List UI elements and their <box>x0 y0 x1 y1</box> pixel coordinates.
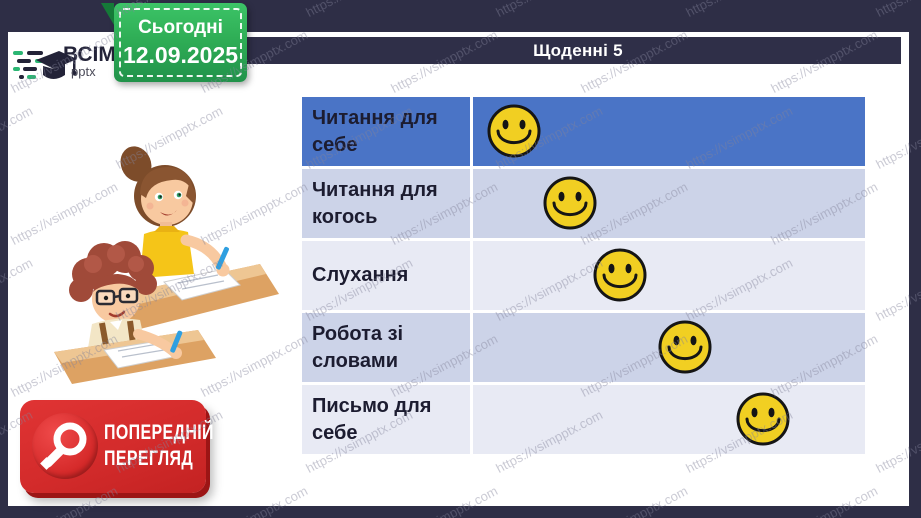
preview-badge-label: ПОПЕРЕДНІЙ ПЕРЕГЛЯД <box>104 420 214 471</box>
watermark-text: https://vsimpptx.com <box>873 0 921 20</box>
ribbon-fold <box>101 3 114 25</box>
magnifier-circle <box>32 413 98 479</box>
table-row-smiley-cell <box>473 385 865 454</box>
smiley-icon <box>487 104 541 158</box>
logo: ВСІМ pptx <box>13 43 131 93</box>
row-label-text: Письмо для себе <box>312 395 432 444</box>
smiley-icon <box>543 176 597 230</box>
watermark-text: https://vsimpptx.com <box>0 0 35 20</box>
date-badge: Сьогодні 12.09.2025 <box>101 3 247 82</box>
logo-subtext: pptx <box>71 64 96 79</box>
page-title: Щоденні 5 <box>533 40 623 60</box>
table-row-smiley-cell <box>473 313 865 382</box>
smiley-icon <box>593 248 647 302</box>
magnifier-icon <box>40 422 87 470</box>
table-row-label: Робота зі словами <box>302 313 470 382</box>
row-label-text: Читання для когось <box>312 179 438 228</box>
smiley-icon <box>736 392 790 446</box>
row-label-text: Слухання <box>312 264 409 287</box>
table-row-smiley-cell <box>473 241 865 310</box>
table-row-label: Слухання <box>302 241 470 310</box>
preview-line2: ПЕРЕГЛЯД <box>104 446 194 470</box>
smiley-icon <box>658 320 712 374</box>
title-band: Щоденні 5 <box>225 37 901 64</box>
logo-wordmark: ВСІМ <box>63 43 116 66</box>
preview-line1: ПОПЕРЕДНІЙ <box>104 421 214 444</box>
graduation-cap-icon <box>13 51 77 79</box>
daily5-table: Читання для себе Читання для когось Слух… <box>302 97 865 454</box>
table-row-smiley-cell <box>473 97 865 166</box>
watermark-text: https://vsimpptx.com <box>683 0 795 20</box>
children-illustration <box>54 146 279 384</box>
row-label-text: Робота зі словами <box>312 323 404 372</box>
table-row-label: Читання для когось <box>302 169 470 238</box>
row-label-text: Читання для себе <box>312 107 438 156</box>
table-row-label: Читання для себе <box>302 97 470 166</box>
watermark-text: https://vsimpptx.com <box>303 0 415 20</box>
preview-badge[interactable]: ПОПЕРЕДНІЙ ПЕРЕГЛЯД <box>20 400 214 493</box>
watermark-text: https://vsimpptx.com <box>493 0 605 20</box>
table-row-smiley-cell <box>473 169 865 238</box>
date-badge-label: Сьогодні <box>138 17 223 38</box>
table-row-label: Письмо для себе <box>302 385 470 454</box>
date-badge-date: 12.09.2025 <box>122 42 239 68</box>
